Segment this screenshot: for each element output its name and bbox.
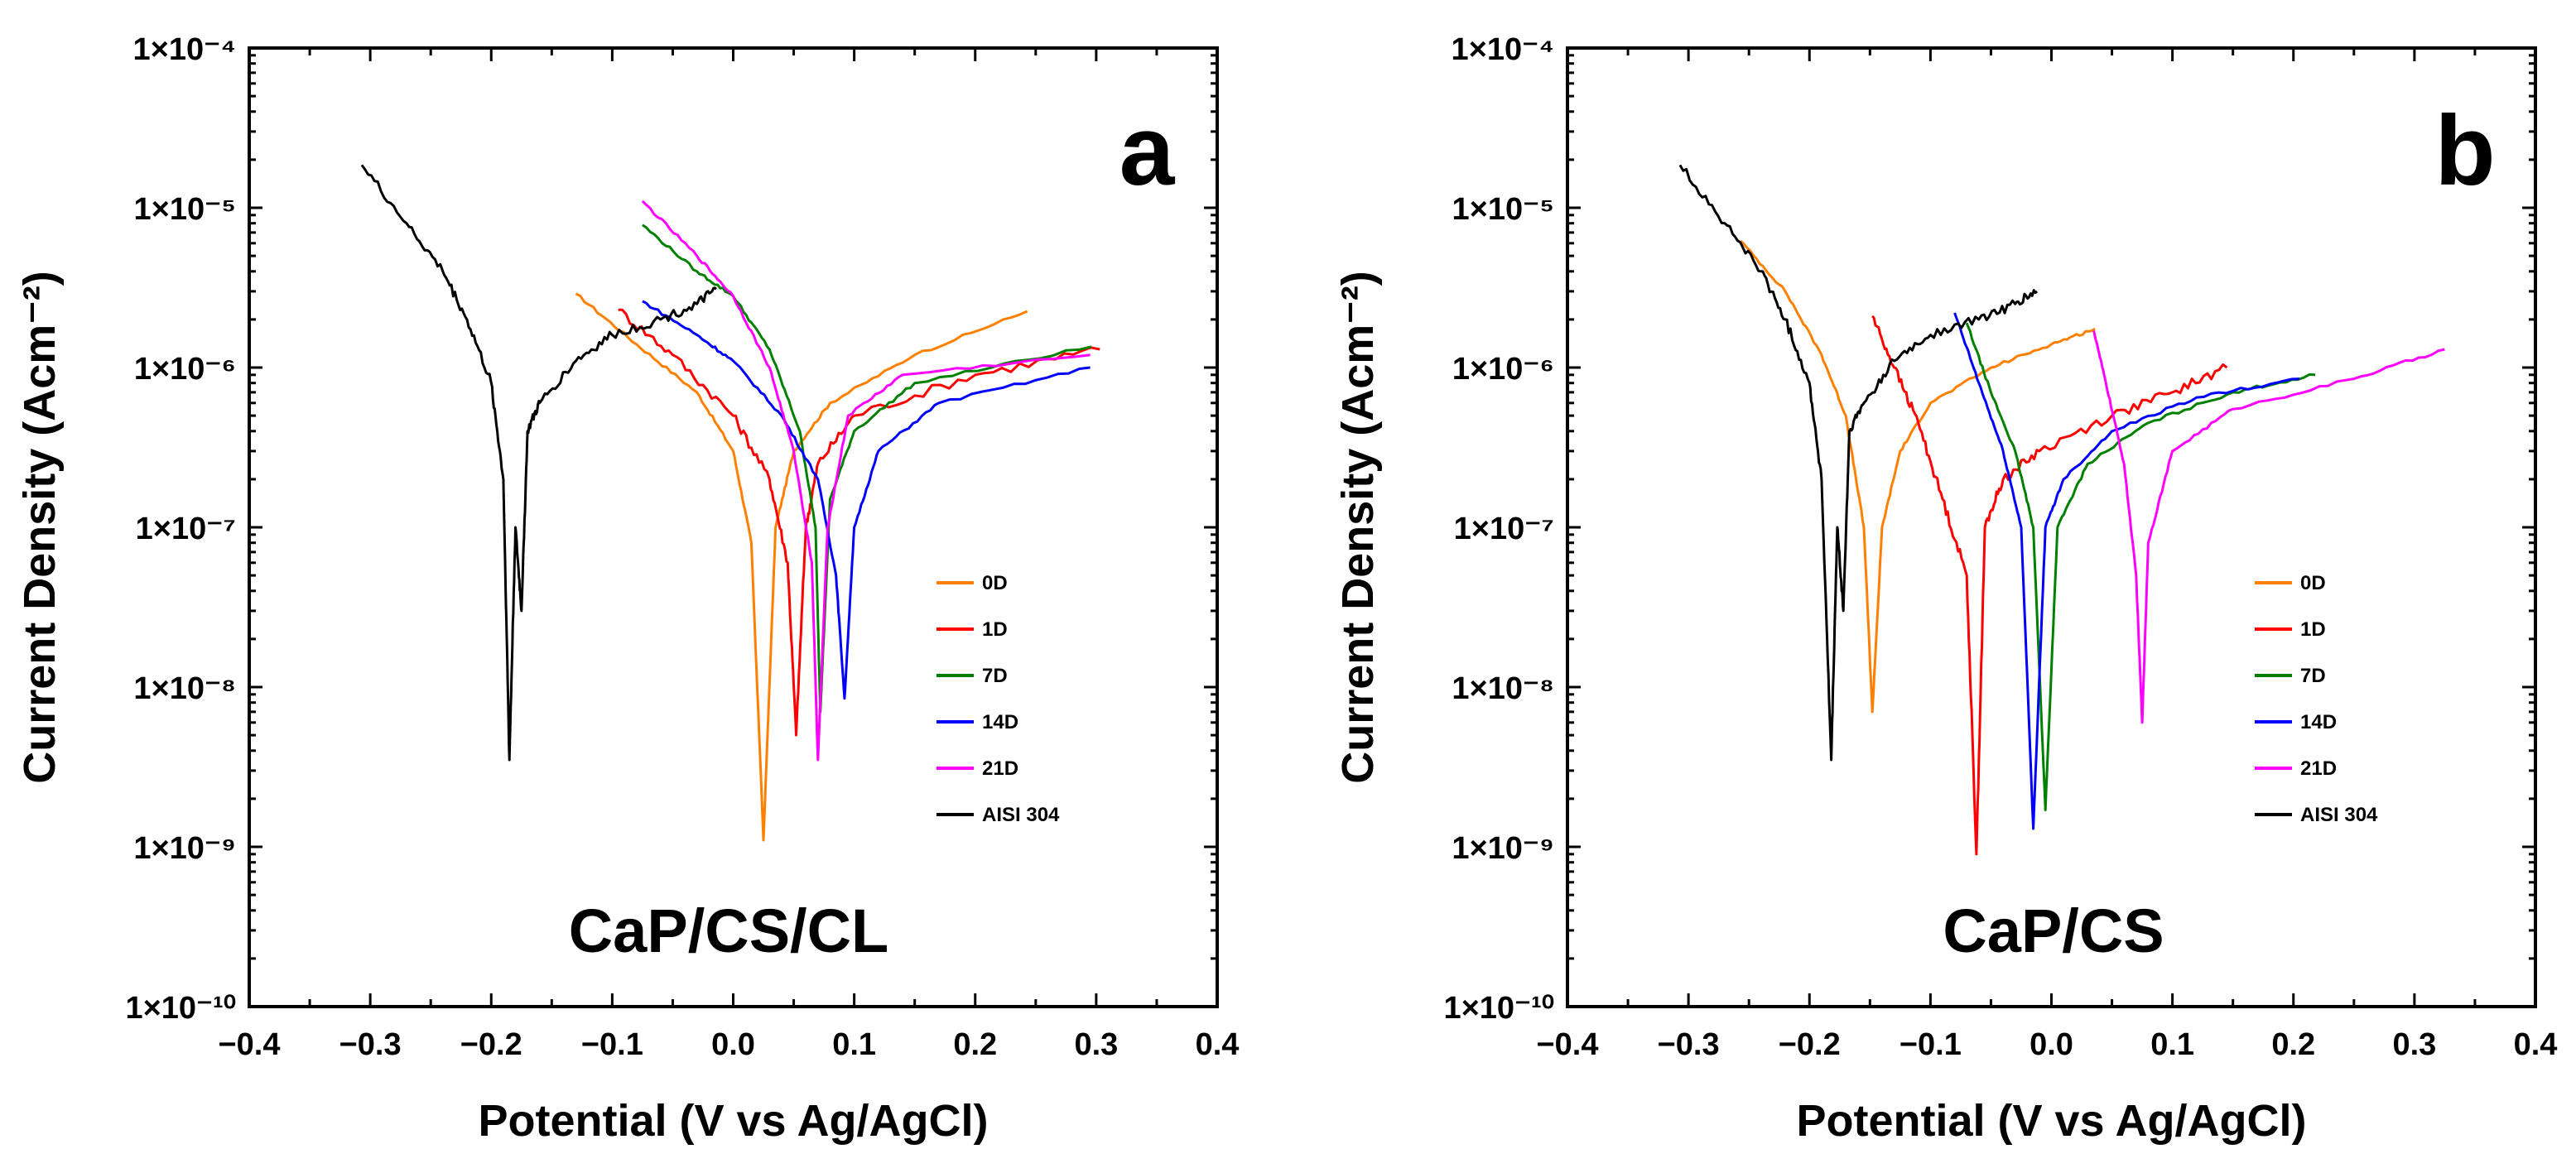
- x-axis-label: Potential (V vs Ag/AgCl): [478, 1096, 988, 1146]
- plot-frame: [1566, 46, 2537, 1008]
- y-tick-label: 1×10⁻⁶: [1452, 352, 1554, 387]
- series-line-7d: [642, 224, 1092, 714]
- x-tick-label: 0.2: [2271, 1027, 2315, 1062]
- y-tick-label: 1×10⁻⁴: [1452, 32, 1554, 67]
- y-tick-label: 1×10⁻⁹: [133, 831, 236, 866]
- series-line-21d: [641, 200, 1091, 762]
- legend-label: 7D: [982, 665, 1008, 687]
- legend-label: AISI 304: [2300, 804, 2378, 826]
- y-tick-label: 1×10⁻⁵: [1452, 192, 1555, 227]
- x-axis-label: Potential (V vs Ag/AgCl): [1796, 1096, 2306, 1146]
- legend-label: 7D: [2300, 665, 2326, 687]
- x-tick-label: 0.1: [832, 1027, 876, 1062]
- series-line-21d: [2092, 330, 2445, 724]
- y-tick-label: 1×10⁻⁷: [136, 512, 236, 546]
- x-tick-label: −0.2: [460, 1027, 522, 1062]
- panel-a: −0.4 −0.3 −0.2 −0.1 0.0 0.1 0.2 0.3 0.4 1×10⁻⁴ 1×1…: [15, 32, 1239, 1146]
- legend-label: 14D: [2300, 711, 2337, 733]
- legend-label: 0D: [2300, 572, 2326, 594]
- legend-label: AISI 304: [982, 804, 1060, 826]
- legend-label: 0D: [982, 572, 1008, 594]
- x-tick-label: 0.3: [1074, 1027, 1118, 1062]
- legend-label: 1D: [982, 618, 1008, 641]
- x-tick-label: −0.3: [1658, 1027, 1720, 1062]
- x-tick-label: 0.1: [2150, 1027, 2194, 1062]
- panel-title: CaP/CS: [1943, 897, 2164, 965]
- x-tick-label: −0.4: [1536, 1027, 1598, 1062]
- y-tick-label: 1×10⁻⁵: [134, 192, 237, 227]
- y-tick-label: 1×10⁻⁹: [1452, 831, 1554, 866]
- series-line-7d: [1965, 322, 2316, 811]
- y-axis-label: Current Density (Acm⁻²): [15, 271, 65, 784]
- panel-b: −0.4 −0.3 −0.2 −0.1 0.0 0.1 0.2 0.3 0.4 1×10⁻⁴ 1×1…: [1333, 32, 2557, 1146]
- y-tick-label: 1×10⁻⁸: [1452, 671, 1554, 706]
- y-tick-label: 1×10⁻⁶: [134, 352, 236, 387]
- series-line-14d: [1953, 312, 2300, 830]
- legend-label: 14D: [982, 711, 1018, 733]
- y-tick-label: 1×10⁻⁸: [133, 671, 236, 706]
- x-tick-label: −0.3: [339, 1027, 402, 1062]
- series-line-1d: [618, 308, 1100, 737]
- x-tick-label: 0.4: [2514, 1027, 2558, 1062]
- series-line-1d: [1871, 315, 2228, 856]
- plot-frame: [248, 46, 1219, 1008]
- x-tick-label: 0.4: [1196, 1027, 1240, 1062]
- x-tick-label: 0.0: [711, 1027, 755, 1062]
- series-line-aisi-304: [360, 164, 717, 762]
- series-line-14d: [642, 300, 1091, 700]
- panel-label: a: [1119, 95, 1176, 206]
- x-tick-label: −0.1: [1899, 1027, 1962, 1062]
- y-tick-label: 1×10⁻¹⁰: [1443, 991, 1554, 1026]
- legend-label: 1D: [2300, 618, 2326, 641]
- y-axis-label: Current Density (Acm⁻²): [1333, 271, 1383, 784]
- y-tick-label: 1×10⁻⁷: [1454, 512, 1554, 546]
- y-tick-label: 1×10⁻⁴: [133, 32, 236, 67]
- panel-label: b: [2434, 95, 2495, 206]
- series-line-0d: [575, 292, 1028, 842]
- y-tick-label: 1×10⁻¹⁰: [125, 991, 236, 1026]
- x-tick-label: −0.4: [218, 1027, 280, 1062]
- x-tick-label: 0.0: [2030, 1027, 2073, 1062]
- series-line-0d: [1740, 239, 2096, 714]
- x-tick-label: −0.2: [1779, 1027, 1841, 1062]
- panel-title: CaP/CS/CL: [569, 897, 889, 965]
- series-line-aisi-304: [1678, 164, 2039, 762]
- x-tick-label: 0.2: [953, 1027, 997, 1062]
- x-tick-label: 0.3: [2392, 1027, 2436, 1062]
- legend-label: 21D: [982, 757, 1018, 780]
- legend-label: 21D: [2300, 757, 2337, 780]
- x-tick-label: −0.1: [581, 1027, 643, 1062]
